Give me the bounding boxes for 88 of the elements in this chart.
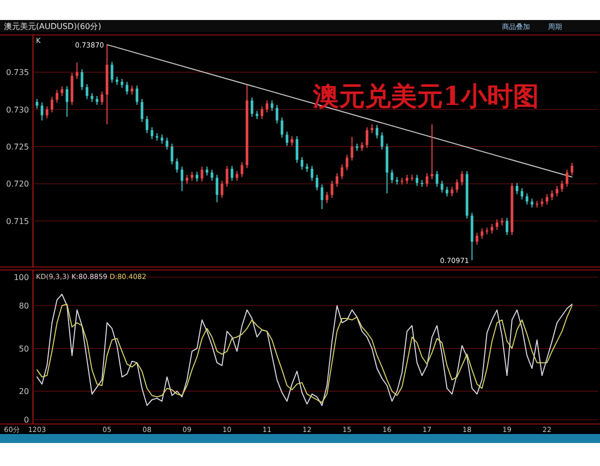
y-tick-label: 80 — [18, 302, 29, 311]
candlestick — [560, 180, 564, 192]
candlestick — [290, 136, 294, 146]
candlestick — [490, 223, 494, 234]
candlestick — [416, 174, 418, 186]
candlestick — [230, 165, 234, 182]
candlestick — [180, 166, 184, 192]
candlestick — [450, 186, 454, 197]
candlestick — [380, 132, 384, 150]
candlestick — [170, 143, 174, 165]
candlestick — [276, 104, 278, 124]
candlestick — [446, 186, 448, 197]
candlestick — [326, 191, 328, 204]
candlestick — [236, 170, 238, 182]
candlestick — [60, 86, 64, 96]
candlestick — [340, 164, 344, 180]
candlestick — [240, 162, 244, 178]
candlestick — [250, 96, 254, 118]
candlestick — [260, 106, 264, 120]
candlestick — [226, 165, 228, 188]
candlestick — [310, 165, 314, 182]
y-tick-label: 20 — [18, 387, 29, 396]
y-tick-label: 0.725 — [6, 142, 29, 152]
candlestick — [176, 158, 178, 174]
candlestick — [266, 100, 268, 113]
candlestick — [520, 188, 524, 200]
candlestick — [286, 131, 288, 146]
candlestick — [336, 172, 338, 188]
candlestick — [150, 126, 154, 140]
candlestick — [376, 124, 378, 139]
candlestick — [296, 136, 298, 164]
candlestick — [66, 86, 68, 118]
candlestick — [456, 178, 458, 194]
candlestick — [140, 98, 144, 122]
candlestick — [440, 180, 444, 194]
candlestick — [436, 170, 438, 188]
candlestick — [476, 232, 478, 246]
candlestick — [556, 185, 558, 197]
y-tick-label: 0 — [24, 416, 29, 425]
y-tick-label: 50 — [18, 344, 29, 354]
candlestick — [320, 184, 324, 210]
candlestick — [56, 90, 58, 104]
candlestick — [366, 126, 368, 149]
candlestick — [50, 96, 54, 113]
candlestick — [516, 182, 518, 195]
candlestick — [430, 124, 434, 180]
candlestick — [136, 85, 138, 106]
candlestick — [36, 98, 38, 110]
annotation: 澳元兑美元1小时图 — [312, 82, 540, 112]
y-tick-label: 0.720 — [6, 180, 29, 189]
candlestick — [76, 62, 78, 80]
candlestick — [86, 84, 88, 100]
candlestick — [390, 169, 394, 184]
candlestick — [210, 169, 214, 182]
candlestick — [46, 106, 48, 119]
candlestick — [270, 100, 274, 112]
candlestick — [220, 180, 224, 198]
candlestick — [570, 162, 574, 176]
candlestick — [200, 166, 204, 182]
candlestick — [196, 171, 198, 182]
candlestick — [546, 194, 548, 206]
candlestick — [550, 190, 554, 201]
candlestick — [350, 136, 354, 162]
y-tick-label: 0.730 — [6, 105, 29, 114]
candlestick — [110, 61, 114, 84]
candlestick — [216, 174, 218, 203]
y-tick-label: 0.735 — [6, 68, 29, 78]
candlestick — [280, 117, 284, 138]
candlestick — [300, 156, 304, 170]
candlestick — [166, 137, 168, 150]
candlestick — [526, 192, 528, 206]
candlestick — [100, 91, 104, 106]
candlestick — [496, 218, 498, 230]
candlestick — [80, 68, 84, 91]
candlestick — [330, 180, 334, 198]
candlestick — [460, 170, 464, 186]
candlestick — [566, 169, 568, 188]
y-tick-label: 0.715 — [6, 216, 29, 226]
candlestick — [480, 228, 484, 240]
candlestick — [346, 154, 348, 171]
candlestick — [146, 116, 148, 134]
y-tick-label: 100 — [14, 273, 29, 282]
candlestick — [126, 81, 128, 95]
candlestick — [506, 217, 508, 236]
chart-title: 澳元美元(AUDUSD)(60分) — [4, 22, 102, 31]
candlestick — [426, 172, 428, 188]
candlestick — [40, 102, 44, 122]
candlestick — [316, 174, 318, 191]
